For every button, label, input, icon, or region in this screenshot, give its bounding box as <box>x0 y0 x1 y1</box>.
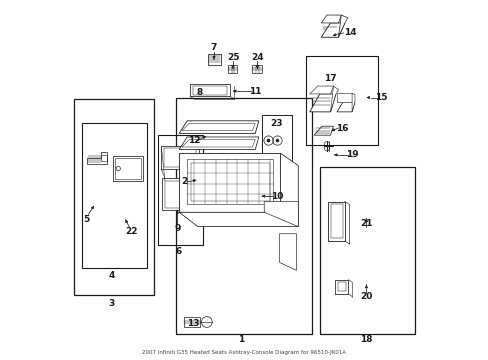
Text: 3: 3 <box>108 299 115 308</box>
Text: 8: 8 <box>196 87 203 96</box>
Text: 11: 11 <box>248 86 261 95</box>
Polygon shape <box>264 202 298 226</box>
Polygon shape <box>252 65 262 73</box>
Text: 5: 5 <box>83 215 90 224</box>
Text: 15: 15 <box>374 93 387 102</box>
Bar <box>319 167 414 334</box>
Polygon shape <box>87 152 106 164</box>
Polygon shape <box>309 94 335 112</box>
Polygon shape <box>336 93 351 102</box>
Polygon shape <box>330 86 338 112</box>
Polygon shape <box>328 202 344 241</box>
Polygon shape <box>321 23 344 37</box>
Polygon shape <box>338 15 347 37</box>
Polygon shape <box>162 178 199 211</box>
Text: 1: 1 <box>237 335 244 344</box>
Text: 2007 Infiniti G35 Heated Seats Ashtray-Console Diagram for 96510-JK01A: 2007 Infiniti G35 Heated Seats Ashtray-C… <box>142 350 346 355</box>
Polygon shape <box>112 156 143 181</box>
Polygon shape <box>179 121 258 134</box>
Bar <box>74 99 154 295</box>
Polygon shape <box>179 153 280 212</box>
Text: 13: 13 <box>187 319 200 328</box>
Polygon shape <box>313 126 333 135</box>
Text: 10: 10 <box>271 192 283 201</box>
Text: 14: 14 <box>344 28 356 37</box>
Circle shape <box>266 139 270 142</box>
Text: 19: 19 <box>346 150 358 159</box>
Text: 21: 21 <box>360 219 372 228</box>
Text: 2: 2 <box>181 177 187 186</box>
Polygon shape <box>179 212 298 226</box>
Polygon shape <box>279 234 296 270</box>
Polygon shape <box>161 146 198 169</box>
Polygon shape <box>351 93 354 112</box>
Text: 18: 18 <box>360 335 372 344</box>
Bar <box>305 56 377 145</box>
Text: 23: 23 <box>270 119 283 128</box>
Text: 25: 25 <box>226 53 239 62</box>
Polygon shape <box>228 65 237 73</box>
Text: 17: 17 <box>324 75 336 84</box>
Bar <box>82 123 147 268</box>
Bar <box>158 135 203 244</box>
Polygon shape <box>190 84 230 96</box>
Polygon shape <box>309 86 333 94</box>
Polygon shape <box>334 280 348 294</box>
Text: 9: 9 <box>174 224 180 233</box>
Polygon shape <box>280 153 298 226</box>
Bar <box>176 98 311 334</box>
Text: 12: 12 <box>188 136 200 145</box>
Bar <box>261 115 292 163</box>
Polygon shape <box>183 317 199 327</box>
Circle shape <box>275 139 279 142</box>
Polygon shape <box>179 137 258 149</box>
Text: 7: 7 <box>210 43 217 52</box>
Polygon shape <box>336 102 354 112</box>
Polygon shape <box>321 15 341 23</box>
Polygon shape <box>207 54 221 64</box>
Text: 22: 22 <box>125 228 138 237</box>
Text: 16: 16 <box>335 123 348 132</box>
Polygon shape <box>190 178 197 182</box>
Text: 6: 6 <box>175 247 181 256</box>
Text: 4: 4 <box>108 270 115 279</box>
Text: 20: 20 <box>360 292 372 301</box>
Text: 24: 24 <box>250 53 263 62</box>
